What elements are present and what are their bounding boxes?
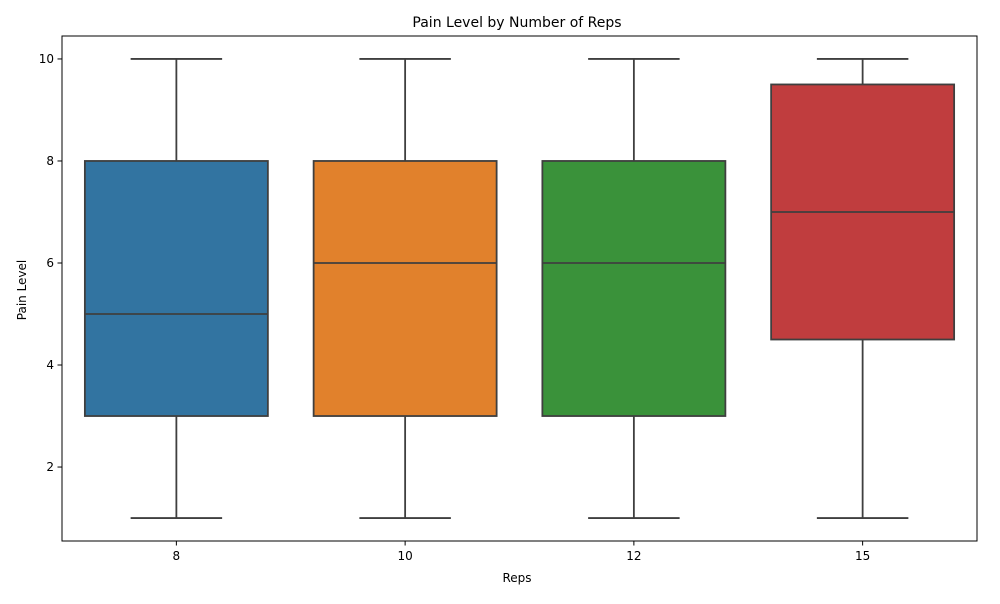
y-tick-label: 8 <box>46 154 54 168</box>
y-axis: 2 4 6 8 10 <box>39 52 62 474</box>
x-tick-label: 12 <box>626 549 641 563</box>
x-axis-label: Reps <box>502 571 531 585</box>
plot-area <box>61 35 978 542</box>
iqr-box <box>312 160 498 417</box>
plot-frame <box>61 35 978 542</box>
y-tick-label: 10 <box>39 52 54 66</box>
box-group-12 <box>541 58 727 519</box>
y-tick-label: 6 <box>46 256 54 270</box>
x-tick-label: 8 <box>173 549 181 563</box>
x-tick-label: 10 <box>397 549 412 563</box>
chart-title: Pain Level by Number of Reps <box>412 15 621 31</box>
x-axis: 8 10 12 15 <box>173 541 870 563</box>
iqr-box <box>83 160 269 417</box>
iqr-box <box>541 160 727 417</box>
x-tick-label: 15 <box>855 549 870 563</box>
box-group-15 <box>770 58 956 519</box>
y-tick-label: 2 <box>46 460 54 474</box>
y-tick-label: 4 <box>46 358 54 372</box>
box-group-10 <box>312 58 498 519</box>
y-axis-label: Pain Level <box>15 260 29 320</box>
box-group-8 <box>83 58 269 519</box>
